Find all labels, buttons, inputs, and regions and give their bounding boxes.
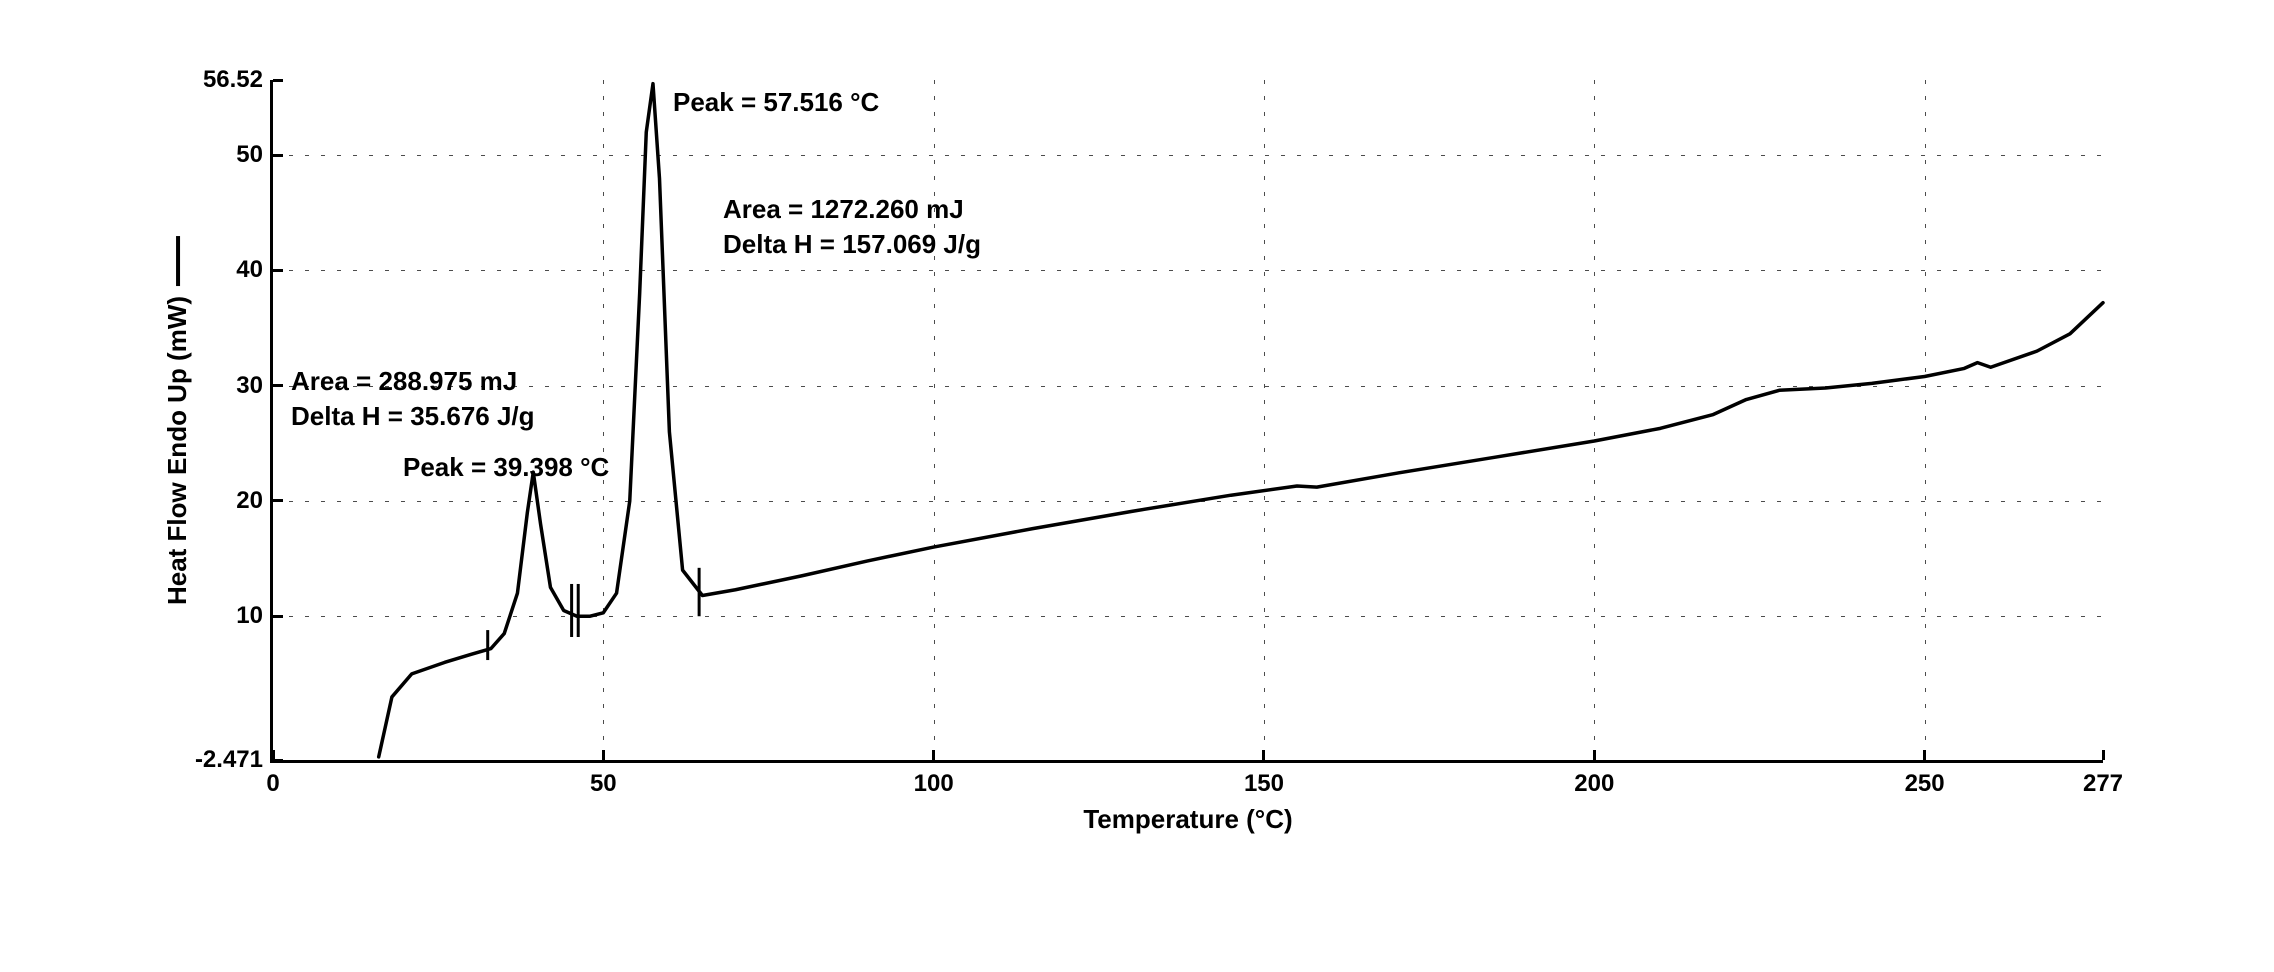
- y-tick: [273, 79, 283, 82]
- gridline-horizontal: [273, 501, 2103, 502]
- gridline-horizontal: [273, 270, 2103, 271]
- gridline-vertical: [934, 80, 935, 760]
- y-tick-label: 50: [236, 141, 273, 169]
- gridline-vertical: [1264, 80, 1265, 760]
- peak2-area-label: Area = 1272.260 mJ: [723, 192, 981, 227]
- gridline-horizontal: [273, 386, 2103, 387]
- y-axis-label: Heat Flow Endo Up (mW): [163, 295, 194, 604]
- x-tick-label: 277: [2083, 760, 2123, 798]
- legend-line-icon: [176, 235, 180, 285]
- peak2-peak-label: Peak = 57.516 °C: [673, 85, 879, 120]
- peak1-peak-label: Peak = 39.398 °C: [403, 450, 609, 485]
- x-tick-label: 50: [590, 760, 617, 798]
- gridline-vertical: [1925, 80, 1926, 760]
- x-tick: [272, 750, 275, 760]
- y-axis-label-wrap: Heat Flow Endo Up (mW): [158, 80, 198, 760]
- y-tick-label: 30: [236, 372, 273, 400]
- y-tick-label: 20: [236, 487, 273, 515]
- y-tick-label: -2.471: [195, 746, 273, 774]
- x-tick-label: 100: [914, 760, 954, 798]
- x-tick-label: 0: [266, 760, 279, 798]
- x-axis-label: Temperature (°C): [1083, 804, 1292, 835]
- gridline-vertical: [1594, 80, 1595, 760]
- gridline-horizontal: [273, 155, 2103, 156]
- gridline-horizontal: [273, 616, 2103, 617]
- plot-area: Heat Flow Endo Up (mW) Temperature (°C) …: [270, 80, 2103, 763]
- y-tick-label: 10: [236, 602, 273, 630]
- peak1-area-label: Area = 288.975 mJ: [291, 364, 535, 399]
- y-tick-label: 56.52: [203, 66, 273, 94]
- peak2-annotation-block: Area = 1272.260 mJ Delta H = 157.069 J/g: [723, 192, 981, 262]
- x-tick: [2102, 750, 2105, 760]
- data-line-svg: [273, 80, 2103, 760]
- dsc-curve: [379, 84, 2103, 757]
- peak1-annotation-block: Area = 288.975 mJ Delta H = 35.676 J/g: [291, 364, 535, 434]
- x-tick-label: 200: [1574, 760, 1614, 798]
- x-tick-label: 250: [1905, 760, 1945, 798]
- dsc-chart: Heat Flow Endo Up (mW) Temperature (°C) …: [140, 60, 2140, 840]
- peak2-deltaH-label: Delta H = 157.069 J/g: [723, 227, 981, 262]
- y-tick-label: 40: [236, 256, 273, 284]
- gridline-vertical: [603, 80, 604, 760]
- peak1-deltaH-label: Delta H = 35.676 J/g: [291, 399, 535, 434]
- x-tick-label: 150: [1244, 760, 1284, 798]
